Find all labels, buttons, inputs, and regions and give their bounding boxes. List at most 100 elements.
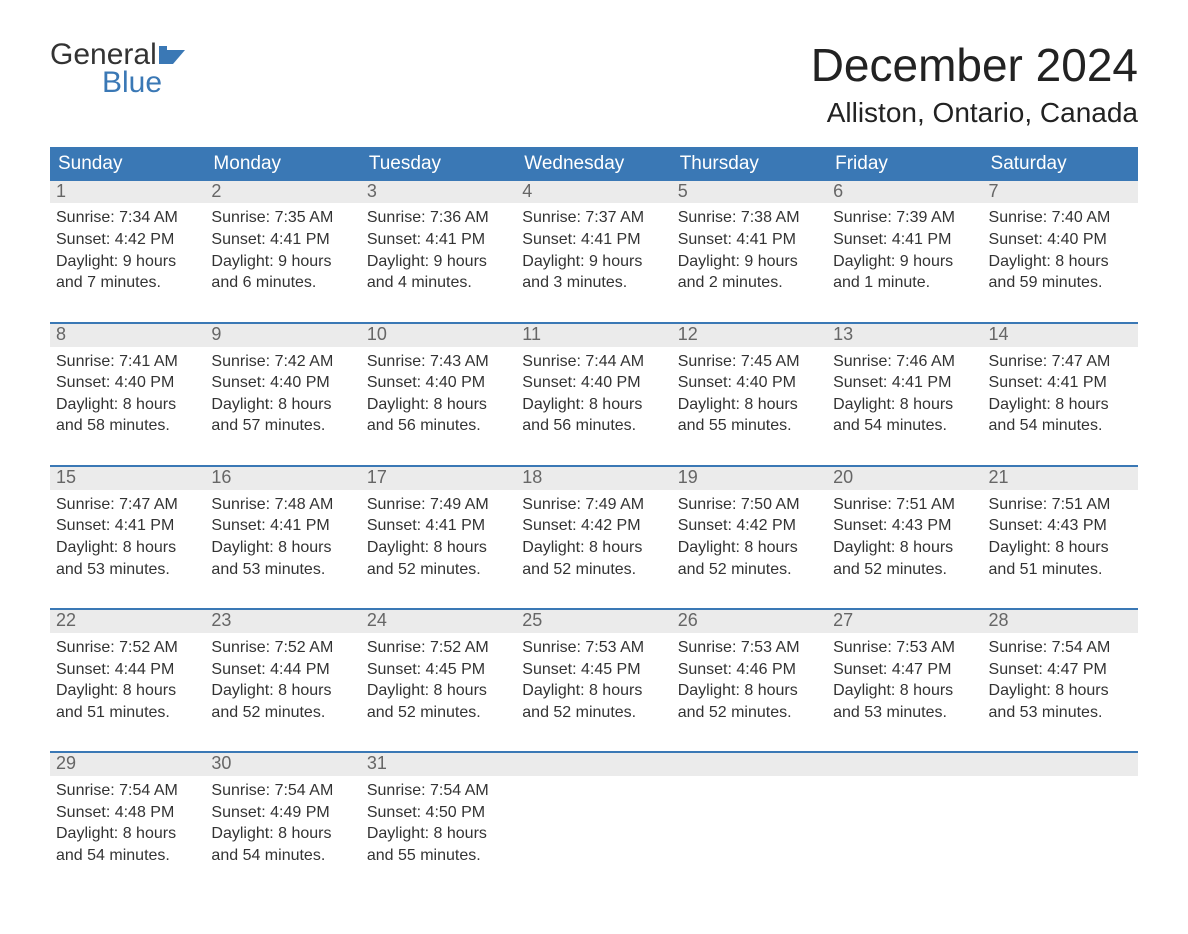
day-body: Sunrise: 7:54 AMSunset: 4:47 PMDaylight:… — [983, 633, 1138, 751]
day-cell — [827, 752, 982, 894]
day-body: Sunrise: 7:38 AMSunset: 4:41 PMDaylight:… — [672, 203, 827, 321]
sunset-text: Sunset: 4:41 PM — [367, 515, 510, 537]
location-text: Alliston, Ontario, Canada — [811, 97, 1138, 129]
daylight-line-1: Daylight: 8 hours — [678, 537, 821, 559]
sunset-text: Sunset: 4:41 PM — [833, 372, 976, 394]
daylight-line-1: Daylight: 8 hours — [211, 823, 354, 845]
day-cell: 29Sunrise: 7:54 AMSunset: 4:48 PMDayligh… — [50, 752, 205, 894]
day-cell: 21Sunrise: 7:51 AMSunset: 4:43 PMDayligh… — [983, 466, 1138, 609]
sunrise-text: Sunrise: 7:47 AM — [56, 494, 199, 516]
daylight-line-1: Daylight: 8 hours — [989, 680, 1132, 702]
page-header: General Blue December 2024 Alliston, Ont… — [50, 40, 1138, 129]
daylight-line-2: and 56 minutes. — [367, 415, 510, 437]
day-body: Sunrise: 7:53 AMSunset: 4:46 PMDaylight:… — [672, 633, 827, 751]
sunset-text: Sunset: 4:41 PM — [211, 229, 354, 251]
daylight-line-1: Daylight: 8 hours — [367, 537, 510, 559]
sunset-text: Sunset: 4:43 PM — [833, 515, 976, 537]
day-number-empty — [672, 753, 827, 776]
daylight-line-1: Daylight: 9 hours — [367, 251, 510, 273]
daylight-line-2: and 56 minutes. — [522, 415, 665, 437]
day-body: Sunrise: 7:46 AMSunset: 4:41 PMDaylight:… — [827, 347, 982, 465]
sunrise-text: Sunrise: 7:48 AM — [211, 494, 354, 516]
day-body: Sunrise: 7:35 AMSunset: 4:41 PMDaylight:… — [205, 203, 360, 321]
daylight-line-2: and 54 minutes. — [56, 845, 199, 867]
day-body: Sunrise: 7:47 AMSunset: 4:41 PMDaylight:… — [50, 490, 205, 608]
day-cell: 7Sunrise: 7:40 AMSunset: 4:40 PMDaylight… — [983, 181, 1138, 323]
daylight-line-2: and 52 minutes. — [678, 702, 821, 724]
sunset-text: Sunset: 4:40 PM — [367, 372, 510, 394]
logo-word-2: Blue — [50, 68, 187, 98]
sunrise-text: Sunrise: 7:54 AM — [211, 780, 354, 802]
daylight-line-1: Daylight: 8 hours — [367, 394, 510, 416]
month-title: December 2024 — [811, 40, 1138, 91]
daylight-line-2: and 2 minutes. — [678, 272, 821, 294]
daylight-line-2: and 53 minutes. — [833, 702, 976, 724]
sunrise-text: Sunrise: 7:42 AM — [211, 351, 354, 373]
day-body: Sunrise: 7:54 AMSunset: 4:49 PMDaylight:… — [205, 776, 360, 894]
sunset-text: Sunset: 4:40 PM — [522, 372, 665, 394]
header-tuesday: Tuesday — [361, 147, 516, 181]
day-number: 18 — [516, 467, 671, 490]
day-cell: 18Sunrise: 7:49 AMSunset: 4:42 PMDayligh… — [516, 466, 671, 609]
sunset-text: Sunset: 4:40 PM — [678, 372, 821, 394]
day-number: 29 — [50, 753, 205, 776]
sunset-text: Sunset: 4:43 PM — [989, 515, 1132, 537]
day-body: Sunrise: 7:50 AMSunset: 4:42 PMDaylight:… — [672, 490, 827, 608]
day-body: Sunrise: 7:48 AMSunset: 4:41 PMDaylight:… — [205, 490, 360, 608]
sunrise-text: Sunrise: 7:45 AM — [678, 351, 821, 373]
logo-flag-icon — [159, 46, 187, 64]
day-cell: 23Sunrise: 7:52 AMSunset: 4:44 PMDayligh… — [205, 609, 360, 752]
day-cell: 31Sunrise: 7:54 AMSunset: 4:50 PMDayligh… — [361, 752, 516, 894]
day-cell: 15Sunrise: 7:47 AMSunset: 4:41 PMDayligh… — [50, 466, 205, 609]
day-cell — [516, 752, 671, 894]
sunset-text: Sunset: 4:41 PM — [678, 229, 821, 251]
day-cell: 14Sunrise: 7:47 AMSunset: 4:41 PMDayligh… — [983, 323, 1138, 466]
daylight-line-1: Daylight: 8 hours — [211, 537, 354, 559]
daylight-line-1: Daylight: 8 hours — [678, 394, 821, 416]
sunrise-text: Sunrise: 7:53 AM — [678, 637, 821, 659]
day-cell: 13Sunrise: 7:46 AMSunset: 4:41 PMDayligh… — [827, 323, 982, 466]
daylight-line-2: and 52 minutes. — [678, 559, 821, 581]
sunset-text: Sunset: 4:45 PM — [367, 659, 510, 681]
sunrise-text: Sunrise: 7:43 AM — [367, 351, 510, 373]
week-row: 22Sunrise: 7:52 AMSunset: 4:44 PMDayligh… — [50, 609, 1138, 752]
daylight-line-2: and 52 minutes. — [367, 559, 510, 581]
daylight-line-1: Daylight: 8 hours — [833, 537, 976, 559]
day-number: 22 — [50, 610, 205, 633]
day-cell: 27Sunrise: 7:53 AMSunset: 4:47 PMDayligh… — [827, 609, 982, 752]
sunset-text: Sunset: 4:45 PM — [522, 659, 665, 681]
sunset-text: Sunset: 4:47 PM — [833, 659, 976, 681]
day-body: Sunrise: 7:53 AMSunset: 4:45 PMDaylight:… — [516, 633, 671, 751]
day-body: Sunrise: 7:43 AMSunset: 4:40 PMDaylight:… — [361, 347, 516, 465]
daylight-line-2: and 54 minutes. — [211, 845, 354, 867]
sunrise-text: Sunrise: 7:34 AM — [56, 207, 199, 229]
day-number: 17 — [361, 467, 516, 490]
daylight-line-2: and 52 minutes. — [211, 702, 354, 724]
sunrise-text: Sunrise: 7:51 AM — [833, 494, 976, 516]
week-row: 15Sunrise: 7:47 AMSunset: 4:41 PMDayligh… — [50, 466, 1138, 609]
daylight-line-2: and 7 minutes. — [56, 272, 199, 294]
daylight-line-2: and 51 minutes. — [989, 559, 1132, 581]
day-body: Sunrise: 7:40 AMSunset: 4:40 PMDaylight:… — [983, 203, 1138, 321]
daylight-line-2: and 52 minutes. — [833, 559, 976, 581]
day-number: 9 — [205, 324, 360, 347]
sunset-text: Sunset: 4:41 PM — [989, 372, 1132, 394]
header-monday: Monday — [205, 147, 360, 181]
day-number: 26 — [672, 610, 827, 633]
day-body: Sunrise: 7:42 AMSunset: 4:40 PMDaylight:… — [205, 347, 360, 465]
daylight-line-2: and 52 minutes. — [367, 702, 510, 724]
sunset-text: Sunset: 4:44 PM — [56, 659, 199, 681]
day-body: Sunrise: 7:36 AMSunset: 4:41 PMDaylight:… — [361, 203, 516, 321]
daylight-line-1: Daylight: 8 hours — [522, 680, 665, 702]
sunrise-text: Sunrise: 7:35 AM — [211, 207, 354, 229]
sunset-text: Sunset: 4:49 PM — [211, 802, 354, 824]
sunrise-text: Sunrise: 7:41 AM — [56, 351, 199, 373]
sunrise-text: Sunrise: 7:54 AM — [367, 780, 510, 802]
day-body: Sunrise: 7:44 AMSunset: 4:40 PMDaylight:… — [516, 347, 671, 465]
day-number: 27 — [827, 610, 982, 633]
day-number: 16 — [205, 467, 360, 490]
day-body: Sunrise: 7:51 AMSunset: 4:43 PMDaylight:… — [827, 490, 982, 608]
day-number-empty — [516, 753, 671, 776]
day-cell — [672, 752, 827, 894]
day-number: 12 — [672, 324, 827, 347]
